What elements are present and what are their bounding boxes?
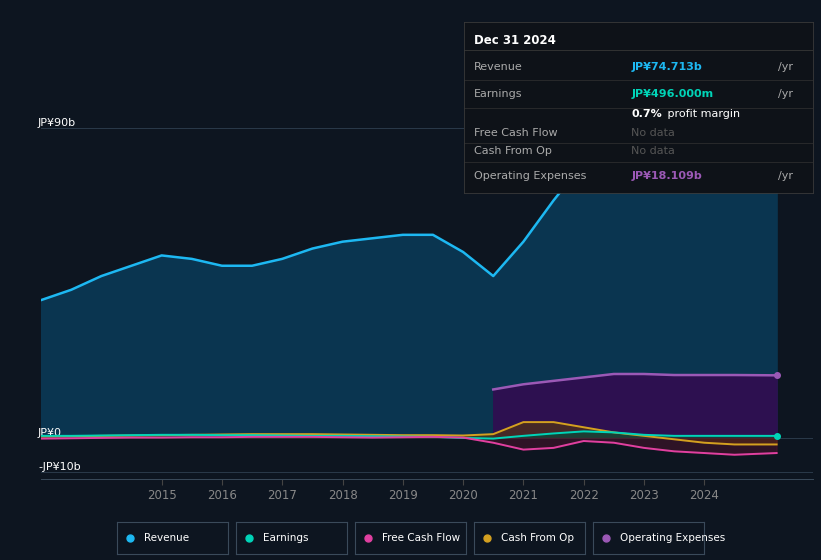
- Text: Free Cash Flow: Free Cash Flow: [475, 128, 558, 138]
- Text: JP¥0: JP¥0: [38, 428, 62, 437]
- Text: Operating Expenses: Operating Expenses: [475, 171, 587, 181]
- Text: JP¥496.000m: JP¥496.000m: [631, 89, 713, 99]
- Text: Operating Expenses: Operating Expenses: [620, 534, 725, 543]
- Text: JP¥18.109b: JP¥18.109b: [631, 171, 702, 181]
- Text: -JP¥10b: -JP¥10b: [38, 462, 80, 472]
- Text: Revenue: Revenue: [475, 62, 523, 72]
- Text: /yr: /yr: [778, 89, 793, 99]
- Text: /yr: /yr: [778, 171, 793, 181]
- Text: No data: No data: [631, 128, 675, 138]
- Text: Earnings: Earnings: [263, 534, 308, 543]
- Text: JP¥90b: JP¥90b: [38, 118, 76, 128]
- Text: 0.7%: 0.7%: [631, 109, 662, 119]
- Text: profit margin: profit margin: [664, 109, 741, 119]
- Text: JP¥74.713b: JP¥74.713b: [631, 62, 702, 72]
- Text: No data: No data: [631, 146, 675, 156]
- Text: Revenue: Revenue: [144, 534, 189, 543]
- Text: Free Cash Flow: Free Cash Flow: [382, 534, 460, 543]
- Text: Cash From Op: Cash From Op: [501, 534, 574, 543]
- Text: Earnings: Earnings: [475, 89, 523, 99]
- Text: Dec 31 2024: Dec 31 2024: [475, 34, 556, 48]
- Text: Cash From Op: Cash From Op: [475, 146, 553, 156]
- Text: /yr: /yr: [778, 62, 793, 72]
